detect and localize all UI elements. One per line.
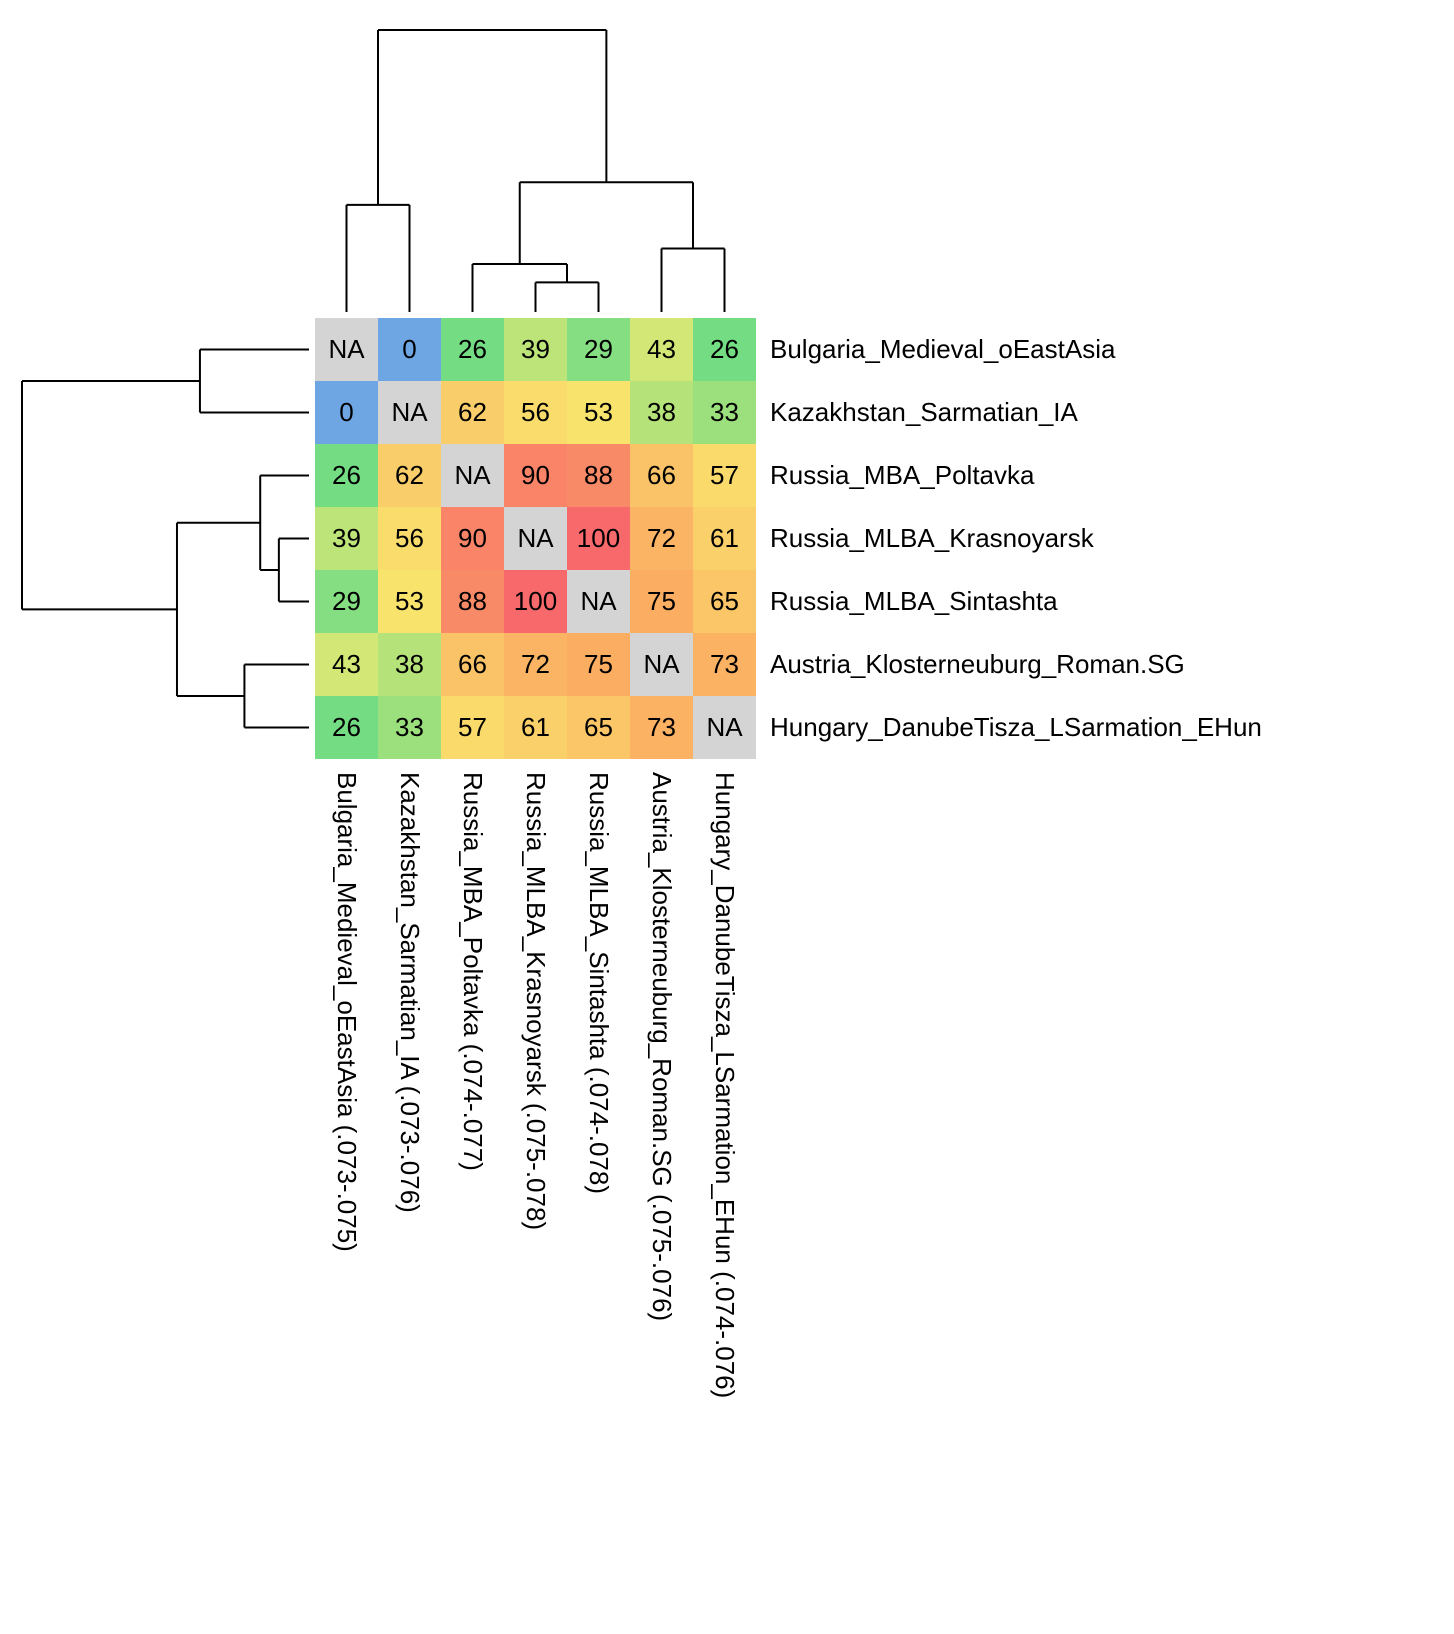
heatmap-cell: 73: [630, 696, 693, 759]
row-label: Russia_MBA_Poltavka: [770, 460, 1035, 490]
heatmap-cell: NA: [441, 444, 504, 507]
row-label: Russia_MLBA_Krasnoyarsk: [770, 523, 1094, 553]
heatmap-cell: NA: [567, 570, 630, 633]
row-label: Kazakhstan_Sarmatian_IA: [770, 397, 1078, 427]
heatmap-cell: 72: [630, 507, 693, 570]
heatmap-cell: 38: [378, 633, 441, 696]
column-dendrogram: [345, 29, 726, 312]
heatmap-cell: 0: [315, 381, 378, 444]
heatmap-cell: 90: [504, 444, 567, 507]
column-label: Bulgaria_Medieval_oEastAsia (.073-.075): [332, 772, 362, 1252]
heatmap-cell: 43: [315, 633, 378, 696]
heatmap-cell: 53: [567, 381, 630, 444]
heatmap-cell: 65: [567, 696, 630, 759]
heatmap-cell: 62: [378, 444, 441, 507]
heatmap-cell: 75: [567, 633, 630, 696]
row-label: Austria_Klosterneuburg_Roman.SG: [770, 649, 1185, 679]
column-label: Russia_MLBA_Krasnoyarsk (.075-.078): [521, 772, 551, 1231]
heatmap-cell: 73: [693, 633, 756, 696]
column-label: Hungary_DanubeTisza_LSarmation_EHun (.07…: [710, 772, 740, 1399]
heatmap-cell: 100: [504, 570, 567, 633]
heatmap-cell: 100: [567, 507, 630, 570]
heatmap-grid: NA 0 26 39 29 43 26 0 NA 62 56 53 38 33 26 62 NA 90 88 66 57…: [315, 318, 756, 759]
heatmap-cell: NA: [630, 633, 693, 696]
heatmap-cell: 61: [504, 696, 567, 759]
heatmap-cell: 38: [630, 381, 693, 444]
heatmap-cell: NA: [378, 381, 441, 444]
heatmap-cell: 39: [504, 318, 567, 381]
row-dendrogram: [21, 348, 309, 729]
heatmap-cell: 29: [315, 570, 378, 633]
heatmap-cell: 53: [378, 570, 441, 633]
heatmap-cell: 66: [630, 444, 693, 507]
heatmap-cell: 26: [441, 318, 504, 381]
heatmap-cell: 0: [378, 318, 441, 381]
heatmap-cell: 26: [315, 696, 378, 759]
heatmap-cell: 33: [693, 381, 756, 444]
heatmap-cell: NA: [315, 318, 378, 381]
row-label: Hungary_DanubeTisza_LSarmation_EHun: [770, 712, 1262, 742]
heatmap-cell: 72: [504, 633, 567, 696]
column-label: Austria_Klosterneuburg_Roman.SG (.075-.0…: [647, 772, 677, 1322]
heatmap-cell: 66: [441, 633, 504, 696]
column-label: Russia_MLBA_Sintashta (.074-.078): [584, 772, 614, 1195]
heatmap-cell: 90: [441, 507, 504, 570]
heatmap-cell: 88: [441, 570, 504, 633]
heatmap-cell: 56: [504, 381, 567, 444]
row-label: Bulgaria_Medieval_oEastAsia: [770, 334, 1116, 364]
heatmap-cell: 65: [693, 570, 756, 633]
heatmap-cell: 57: [441, 696, 504, 759]
heatmap-cell: 43: [630, 318, 693, 381]
heatmap-cell: 29: [567, 318, 630, 381]
heatmap-cell: 33: [378, 696, 441, 759]
column-label: Russia_MBA_Poltavka (.074-.077): [458, 772, 488, 1171]
heatmap-cell: 62: [441, 381, 504, 444]
heatmap-cell: 39: [315, 507, 378, 570]
heatmap-cell: NA: [693, 696, 756, 759]
heatmap-cell: NA: [504, 507, 567, 570]
column-label: Kazakhstan_Sarmatian_IA (.073-.076): [395, 772, 425, 1213]
heatmap-cell: 57: [693, 444, 756, 507]
row-label: Russia_MLBA_Sintashta: [770, 586, 1058, 616]
heatmap-cell: 75: [630, 570, 693, 633]
heatmap-cell: 56: [378, 507, 441, 570]
heatmap-cell: 61: [693, 507, 756, 570]
heatmap-cell: 26: [315, 444, 378, 507]
heatmap-cell: 88: [567, 444, 630, 507]
heatmap-cell: 26: [693, 318, 756, 381]
